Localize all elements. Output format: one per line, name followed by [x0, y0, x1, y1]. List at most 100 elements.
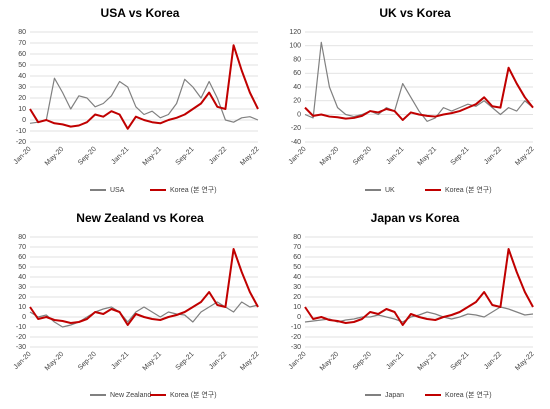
chart-title: New Zealand vs Korea: [76, 211, 204, 225]
y-tick-label: 60: [293, 254, 301, 261]
legend-label: New Zealand: [110, 392, 151, 399]
y-tick-label: -20: [16, 334, 26, 341]
x-tick-label: Sep-20: [352, 146, 373, 167]
x-tick-label: May-22: [514, 351, 536, 373]
y-tick-label: 40: [293, 84, 301, 91]
series-line: [304, 248, 534, 326]
x-tick-label: May-20: [44, 146, 66, 168]
y-tick-label: 80: [293, 234, 301, 241]
y-tick-label: 60: [18, 254, 26, 261]
x-tick-label: Jan-21: [110, 351, 130, 371]
y-tick-label: 0: [22, 117, 26, 124]
y-tick-label: 40: [293, 274, 301, 281]
x-tick-label: Jan-20: [13, 351, 33, 371]
legend-label: UK: [385, 187, 395, 194]
y-tick-label: 20: [293, 98, 301, 105]
y-tick-label: -30: [16, 344, 26, 351]
x-tick-label: Sep-20: [352, 351, 373, 372]
y-tick-label: 70: [18, 244, 26, 251]
chart-title: USA vs Korea: [101, 6, 180, 20]
x-tick-label: May-20: [319, 351, 341, 373]
y-tick-label: 70: [18, 40, 26, 47]
x-tick-label: Jan-21: [110, 146, 130, 166]
y-tick-label: -20: [291, 125, 301, 132]
y-tick-label: 0: [22, 314, 26, 321]
x-tick-label: May-20: [319, 146, 341, 168]
panel: Japan vs Korea -30 -20 -10 0 10 20 30 40 50 60 70 80…: [288, 211, 536, 399]
y-tick-label: -40: [291, 139, 301, 146]
series-line: [304, 66, 534, 121]
y-tick-label: 80: [18, 234, 26, 241]
y-tick-label: -30: [291, 344, 301, 351]
x-tick-label: Jan-22: [208, 351, 228, 371]
x-tick-label: May-20: [44, 351, 66, 373]
y-tick-label: -10: [291, 324, 301, 331]
x-tick-label: Sep-20: [77, 146, 98, 167]
legend-label: Japan: [385, 392, 404, 399]
y-tick-label: 30: [18, 84, 26, 91]
y-tick-label: 10: [293, 304, 301, 311]
y-tick-label: -10: [16, 324, 26, 331]
y-tick-label: 80: [18, 29, 26, 36]
legend-label: Korea (본 연구): [170, 391, 217, 399]
y-tick-label: 40: [18, 274, 26, 281]
series-line: [29, 44, 259, 130]
y-tick-label: 20: [18, 95, 26, 102]
y-tick-label: 60: [18, 51, 26, 58]
legend-label: Korea (본 연구): [445, 391, 492, 399]
x-tick-label: Sep-20: [77, 351, 98, 372]
y-tick-label: 50: [18, 264, 26, 271]
y-tick-label: -20: [16, 139, 26, 146]
chart-title: UK vs Korea: [379, 6, 451, 20]
y-tick-label: 30: [293, 284, 301, 291]
x-tick-label: Jan-20: [288, 146, 308, 166]
x-tick-label: Jan-22: [483, 351, 503, 371]
x-tick-label: Sep-21: [175, 351, 196, 372]
x-tick-label: Jan-21: [385, 351, 405, 371]
series-line: [304, 41, 534, 122]
x-tick-label: May-21: [417, 146, 439, 168]
series-line: [29, 248, 259, 326]
series-line: [29, 77, 259, 124]
x-tick-label: May-21: [417, 351, 439, 373]
x-tick-label: Sep-21: [175, 146, 196, 167]
x-tick-label: Jan-20: [13, 146, 33, 166]
y-tick-label: 10: [18, 106, 26, 113]
y-tick-label: 10: [18, 304, 26, 311]
x-tick-label: May-21: [142, 351, 164, 373]
y-tick-label: 120: [289, 29, 301, 36]
panel: USA vs Korea -20 -10 0 10 20 30 40 50 60 70 80 Jan-2…: [13, 6, 261, 194]
legend-label: Korea (본 연구): [170, 186, 217, 194]
x-tick-label: Sep-21: [450, 146, 471, 167]
y-tick-label: 40: [18, 73, 26, 80]
y-tick-label: 60: [293, 70, 301, 77]
legend-label: USA: [110, 187, 125, 194]
panel: UK vs Korea -40 -20 0 20 40 60 80 100 120 Jan-20 Ma…: [288, 6, 536, 194]
y-tick-label: 20: [18, 294, 26, 301]
panel: New Zealand vs Korea -30 -20 -10 0 10 20 30 40 50…: [13, 211, 261, 399]
y-tick-label: 0: [297, 111, 301, 118]
y-tick-label: 100: [289, 43, 301, 50]
y-tick-label: 30: [18, 284, 26, 291]
x-tick-label: Jan-21: [385, 146, 405, 166]
series-line: [304, 306, 534, 323]
y-tick-label: -20: [291, 334, 301, 341]
x-tick-label: Jan-22: [208, 146, 228, 166]
x-tick-label: Sep-21: [450, 351, 471, 372]
x-tick-label: May-22: [514, 146, 536, 168]
y-tick-label: 70: [293, 244, 301, 251]
y-tick-label: 0: [297, 314, 301, 321]
y-tick-label: 80: [293, 56, 301, 63]
legend-label: Korea (본 연구): [445, 186, 492, 194]
y-tick-label: 50: [293, 264, 301, 271]
chart-title: Japan vs Korea: [371, 211, 460, 225]
x-tick-label: May-21: [142, 146, 164, 168]
y-tick-label: 50: [18, 62, 26, 69]
x-tick-label: May-22: [239, 351, 261, 373]
y-tick-label: 20: [293, 294, 301, 301]
x-tick-label: Jan-20: [288, 351, 308, 371]
series-line: [29, 301, 259, 328]
x-tick-label: May-22: [239, 146, 261, 168]
x-tick-label: Jan-22: [483, 146, 503, 166]
